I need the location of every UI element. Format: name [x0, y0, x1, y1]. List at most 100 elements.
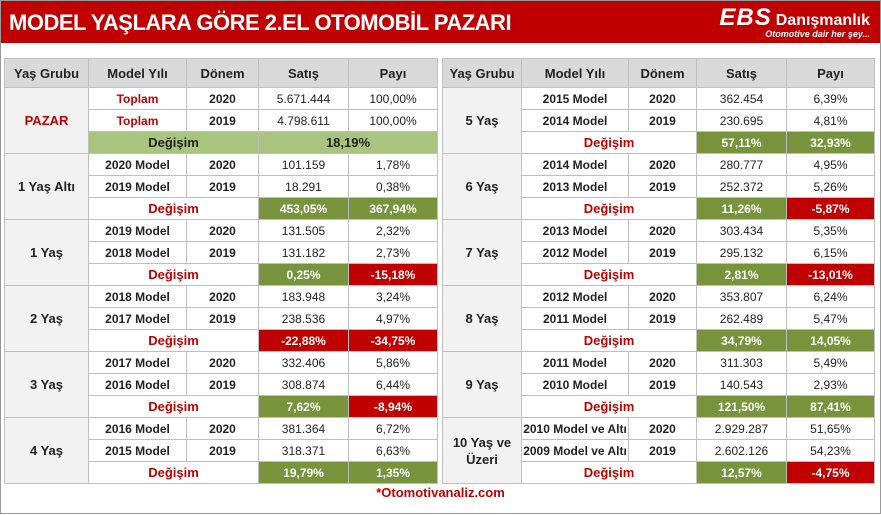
period: 2019 — [628, 373, 697, 396]
sales: 5.671.444 — [258, 87, 349, 110]
group-label: 2 Yaş — [4, 285, 89, 352]
column-header: Dönem — [628, 58, 697, 88]
share: 1,78% — [348, 153, 438, 176]
sales: 2.602.126 — [696, 439, 787, 462]
period: 2020 — [628, 351, 697, 374]
share: 54,23% — [786, 439, 875, 462]
change-label: Değişim — [521, 131, 697, 154]
model-year: 2016 Model — [88, 373, 187, 396]
change-label: Değişim — [88, 329, 259, 352]
sales: 303.434 — [696, 219, 787, 242]
change-share: -34,75% — [348, 329, 438, 352]
change-sales: 453,05% — [258, 197, 349, 220]
model-year: Toplam — [88, 109, 187, 132]
model-year: 2015 Model — [521, 87, 629, 110]
column-header: Yaş Grubu — [4, 58, 89, 88]
group-label: 3 Yaş — [4, 351, 89, 418]
change-label: Değişim — [521, 395, 697, 418]
model-year: 2016 Model — [88, 417, 187, 440]
column-header: Model Yılı — [521, 58, 629, 88]
sales: 2.929.287 — [696, 417, 787, 440]
data-row: 4 Yaş 2016 Model 2020 381.364 6,72% — [4, 417, 438, 484]
share: 3,24% — [348, 285, 438, 308]
model-year: 2019 Model — [88, 175, 187, 198]
change-label: Değişim — [88, 461, 259, 484]
period: 2020 — [186, 285, 259, 308]
period: 2020 — [186, 417, 259, 440]
period: 2020 — [628, 285, 697, 308]
change-label: Değişim — [521, 197, 697, 220]
column-header: Payı — [786, 58, 875, 88]
sales: 353.807 — [696, 285, 787, 308]
change-sales: 2,81% — [696, 263, 787, 286]
sales: 101.159 — [258, 153, 349, 176]
model-year: 2014 Model — [521, 153, 629, 176]
period: 2019 — [628, 109, 697, 132]
model-year: 2015 Model — [88, 439, 187, 462]
period: 2019 — [186, 109, 259, 132]
model-year: 2012 Model — [521, 241, 629, 264]
share: 51,65% — [786, 417, 875, 440]
sales: 381.364 — [258, 417, 349, 440]
change-share: -5,87% — [786, 197, 875, 220]
change-share: 367,94% — [348, 197, 438, 220]
logo-mark: EBS — [719, 4, 772, 31]
model-year: 2018 Model — [88, 241, 187, 264]
share: 6,63% — [348, 439, 438, 462]
title-bar: MODEL YAŞLARA GÖRE 2.EL OTOMOBİL PAZARI … — [1, 1, 880, 43]
period: 2020 — [186, 219, 259, 242]
share: 5,49% — [786, 351, 875, 374]
period: 2020 — [186, 153, 259, 176]
share: 100,00% — [348, 87, 438, 110]
sales: 262.489 — [696, 307, 787, 330]
model-year: 2011 Model — [521, 307, 629, 330]
period: 2020 — [628, 87, 697, 110]
model-year: 2010 Model — [521, 373, 629, 396]
data-row: 6 Yaş 2014 Model 2020 280.777 4,95% — [442, 153, 875, 220]
change-share: -8,94% — [348, 395, 438, 418]
sales: 311.303 — [696, 351, 787, 374]
sales: 4.798.611 — [258, 109, 349, 132]
sales: 230.695 — [696, 109, 787, 132]
sales: 252.372 — [696, 175, 787, 198]
change-sales: 34,79% — [696, 329, 787, 352]
model-year: 2017 Model — [88, 351, 187, 374]
change-row: Değişim 2,81% -13,01% — [443, 263, 875, 286]
column-header: Model Yılı — [88, 58, 187, 88]
share: 0,38% — [348, 175, 438, 198]
group-label: 10 Yaş ve Üzeri — [442, 417, 522, 484]
column-header: Payı — [348, 58, 438, 88]
data-row: Toplam 2019 4.798.611 100,00% — [5, 109, 438, 132]
data-row: 2018 Model 2019 131.182 2,73% — [5, 241, 438, 264]
model-year: 2013 Model — [521, 175, 629, 198]
data-row: 2011 Model 2019 262.489 5,47% — [443, 307, 875, 330]
group-label: 6 Yaş — [442, 153, 522, 220]
data-row: 2014 Model 2019 230.695 4,81% — [443, 109, 875, 132]
sales: 131.182 — [258, 241, 349, 264]
share: 4,97% — [348, 307, 438, 330]
change-row: Değişim 18,19% — [5, 131, 438, 154]
data-row: 2015 Model 2019 318.371 6,63% — [5, 439, 438, 462]
sales: 362.454 — [696, 87, 787, 110]
model-year: 2013 Model — [521, 219, 629, 242]
change-sales: -22,88% — [258, 329, 349, 352]
sales: 308.874 — [258, 373, 349, 396]
share: 2,73% — [348, 241, 438, 264]
change-label: Değişim — [88, 197, 259, 220]
model-year: 2011 Model — [521, 351, 629, 374]
model-year: 2012 Model — [521, 285, 629, 308]
tagline: Otomotive dair her şey... — [765, 29, 870, 39]
period: 2019 — [186, 241, 259, 264]
change-share: 1,35% — [348, 461, 438, 484]
data-row: 9 Yaş 2011 Model 2020 311.303 5,49% — [442, 351, 875, 418]
data-row: 2019 Model 2019 18.291 0,38% — [5, 175, 438, 198]
sales: 295.132 — [696, 241, 787, 264]
data-row: 2012 Model 2019 295.132 6,15% — [443, 241, 875, 264]
data-row: 10 Yaş ve Üzeri 2010 Model ve Altı 2020 2.9… — [442, 417, 875, 484]
change-sales: 0,25% — [258, 263, 349, 286]
share: 4,95% — [786, 153, 875, 176]
change-share: 87,41% — [786, 395, 875, 418]
change-share: -4,75% — [786, 461, 875, 484]
change-label: Değişim — [88, 131, 259, 154]
data-row: PAZAR Toplam 2020 5.671.444 100,00% — [4, 87, 438, 154]
